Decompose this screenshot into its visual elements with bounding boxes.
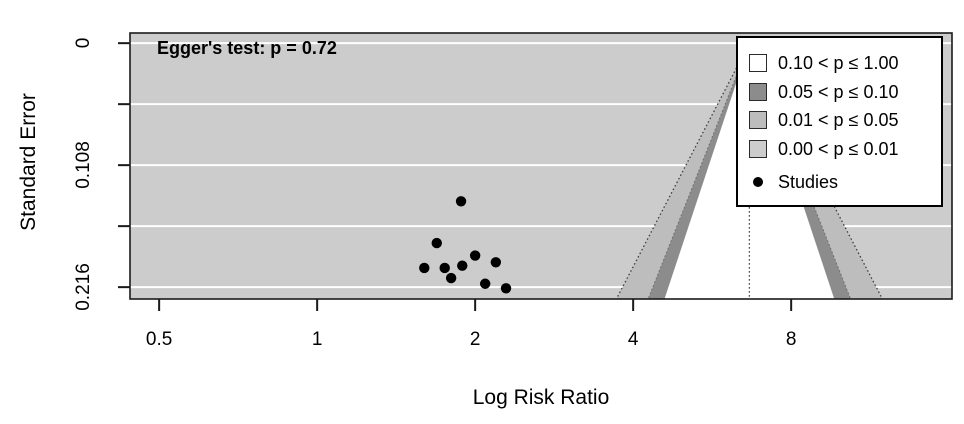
y-tick-label: 0.216 (73, 263, 94, 311)
legend-swatch (749, 139, 767, 158)
legend-item: 0.10 < p ≤ 1.00 (749, 49, 941, 78)
plot-frame (129, 32, 953, 300)
y-tick-label: 0 (73, 37, 94, 49)
study-point (431, 237, 442, 249)
legend-item-label: 0.00 < p ≤ 0.01 (778, 138, 899, 159)
legend-item-label: 0.01 < p ≤ 0.05 (778, 110, 899, 131)
contour-edge-p005-left (647, 42, 750, 299)
x-tick-label: 8 (785, 329, 797, 350)
legend-item-studies: Studies (749, 168, 941, 197)
legend-point-icon (749, 173, 767, 191)
egger-test-annotation: Egger's test: p = 0.72 (157, 38, 337, 58)
legend-item-label: 0.10 < p ≤ 1.00 (778, 53, 899, 74)
contour-edge-p001-left (615, 42, 750, 299)
x-tick-label: 1 (311, 329, 323, 350)
x-tick-label: 4 (627, 329, 639, 350)
study-point (445, 272, 457, 284)
legend: 0.10 < p ≤ 1.00 0.05 < p ≤ 0.10 0.01 < p ≤… (736, 36, 943, 207)
study-point (469, 250, 481, 261)
x-tick-label: 2 (469, 329, 481, 350)
x-axis-title: Log Risk Ratio (472, 386, 610, 409)
study-point (457, 260, 468, 271)
study-point (490, 257, 502, 268)
legend-item: 0.05 < p ≤ 0.10 (749, 78, 941, 107)
study-point (455, 196, 467, 207)
legend-item: 0.00 < p ≤ 0.01 (749, 135, 941, 164)
study-point (419, 262, 430, 274)
legend-item-label: Studies (778, 172, 839, 193)
legend-swatch (749, 82, 767, 101)
y-tick-label: 0.108 (73, 141, 94, 189)
y-axis-title: Standard Error (17, 93, 40, 231)
legend-swatch (749, 111, 767, 130)
study-point (500, 283, 512, 294)
study-point (479, 278, 491, 289)
legend-item-label: 0.05 < p ≤ 0.10 (778, 81, 899, 102)
study-point (439, 262, 450, 274)
legend-item: 0.01 < p ≤ 0.05 (749, 106, 941, 135)
legend-swatch (749, 54, 767, 73)
x-tick-label: 0.5 (145, 329, 173, 350)
